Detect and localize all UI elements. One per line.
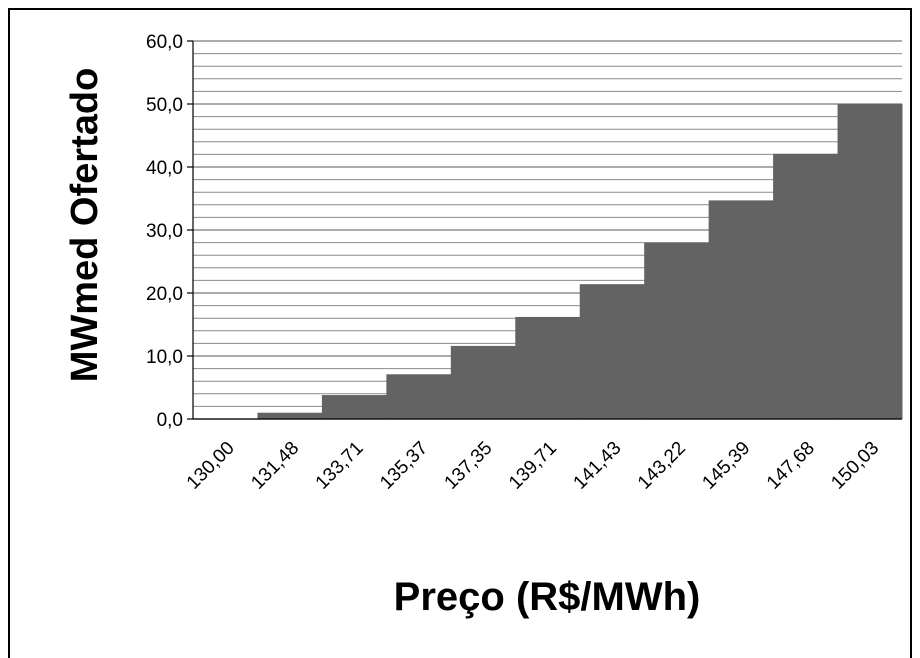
x-tick-label: 139,71 [505, 438, 561, 494]
y-tick-label: 30,0 [146, 221, 183, 242]
y-tick-label: 10,0 [146, 347, 183, 368]
bar-layer [257, 104, 903, 419]
xtick-layer: 130,00 131,48 133,71 135,37 137,35 139,71 141,… [183, 438, 883, 494]
axis-layer [187, 40, 902, 420]
x-tick-label: 131,48 [247, 438, 303, 494]
x-tick-label: 147,68 [763, 438, 819, 494]
x-tick-label: 135,37 [376, 438, 432, 494]
x-tick-label: 150,03 [827, 438, 883, 494]
bar [837, 104, 903, 419]
y-tick-label: 20,0 [146, 284, 183, 305]
bar [321, 395, 387, 419]
bar [773, 153, 839, 419]
bar [515, 316, 581, 419]
ytick-layer: 0,0 10,0 20,0 30,0 40,0 50,0 60,0 [146, 32, 183, 431]
y-tick-label: 50,0 [146, 95, 183, 116]
x-tick-label: 133,71 [312, 438, 368, 494]
bar [579, 284, 645, 419]
bar [450, 345, 516, 419]
x-tick-label: 141,43 [570, 438, 626, 494]
x-axis-title: Preço (R$/MWh) [394, 575, 701, 619]
x-tick-label: 145,39 [698, 438, 754, 494]
bar [708, 200, 774, 419]
bar [644, 242, 710, 419]
y-axis-title: MWmed Ofertado [64, 68, 106, 383]
y-tick-label: 60,0 [146, 32, 183, 53]
y-tick-label: 40,0 [146, 158, 183, 179]
bar [257, 412, 323, 419]
x-tick-label: 143,22 [634, 438, 690, 494]
bar [386, 374, 452, 419]
x-tick-label: 137,35 [441, 438, 497, 494]
y-tick-label: 0,0 [157, 410, 183, 431]
x-tick-label: 130,00 [183, 438, 239, 494]
